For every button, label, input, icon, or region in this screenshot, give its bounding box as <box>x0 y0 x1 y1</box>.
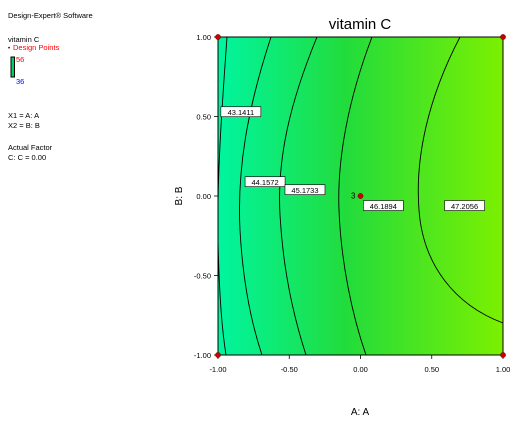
response-label: vitamin C <box>8 35 40 44</box>
design-point-count: 3 <box>351 192 356 201</box>
design-point <box>357 193 364 199</box>
contour-line-1 <box>218 37 228 355</box>
y-axis-label: B: B <box>174 186 185 205</box>
legend-high-value: 56 <box>16 55 24 64</box>
factor-x1-label: X1 = A: A <box>8 111 39 120</box>
design-points: 3 <box>215 34 506 358</box>
chart-title: vitamin C <box>329 16 392 33</box>
x-tick-label: 0.50 <box>424 365 439 374</box>
x-tick-label: -0.50 <box>281 365 298 374</box>
contour-label: 47.2056 <box>451 202 478 211</box>
design-point <box>500 352 506 358</box>
design-point <box>215 352 221 358</box>
design-point <box>215 34 221 40</box>
design-point <box>500 34 506 40</box>
contour-label: 43.1411 <box>228 108 255 117</box>
design-point-bullet-icon: • <box>8 46 10 52</box>
actual-factor-label: Actual Factor <box>8 143 53 152</box>
x-tick-label: -1.00 <box>209 365 226 374</box>
y-tick-label: -0.50 <box>194 272 211 281</box>
contour-lines <box>218 37 503 355</box>
contour-label-box <box>444 200 485 211</box>
contour-line-3 <box>279 37 318 355</box>
y-tick-label: -1.00 <box>194 351 211 360</box>
x-tick-label: 0.00 <box>353 365 368 374</box>
legend-color-bar <box>10 56 15 78</box>
contour-label: 44.1572 <box>252 178 279 187</box>
x-tick-label: 1.00 <box>496 365 511 374</box>
legend-low-value: 36 <box>16 77 24 86</box>
y-tick-label: 0.50 <box>196 113 211 122</box>
contour-label: 45.1733 <box>291 186 318 195</box>
contour-label-box <box>244 176 286 187</box>
y-tick-label: 0.00 <box>196 192 211 201</box>
design-points-label: Design Points <box>13 43 60 52</box>
y-axis-ticks: -1.00 -0.50 0.00 0.50 1.00 <box>194 33 218 360</box>
factor-x2-label: X2 = B: B <box>8 121 40 130</box>
x-axis-ticks: -1.00 -0.50 0.00 0.50 1.00 <box>209 355 510 374</box>
y-tick-label: 1.00 <box>196 33 211 42</box>
contour-label-box <box>363 200 404 211</box>
x-axis-label: A: A <box>351 407 370 418</box>
contour-label-box <box>220 106 262 118</box>
contour-line-5 <box>417 37 503 324</box>
contour-line-2 <box>239 37 272 355</box>
contour-labels: 43.1411 44.1572 45.1733 46.1894 47.2056 <box>220 106 485 211</box>
contour-label-box <box>284 184 326 195</box>
software-label: Design-Expert® Software <box>8 11 93 20</box>
actual-factor-value: C: C = 0.00 <box>8 153 46 162</box>
contour-label: 46.1894 <box>370 202 397 211</box>
contour-line-4 <box>338 37 373 355</box>
